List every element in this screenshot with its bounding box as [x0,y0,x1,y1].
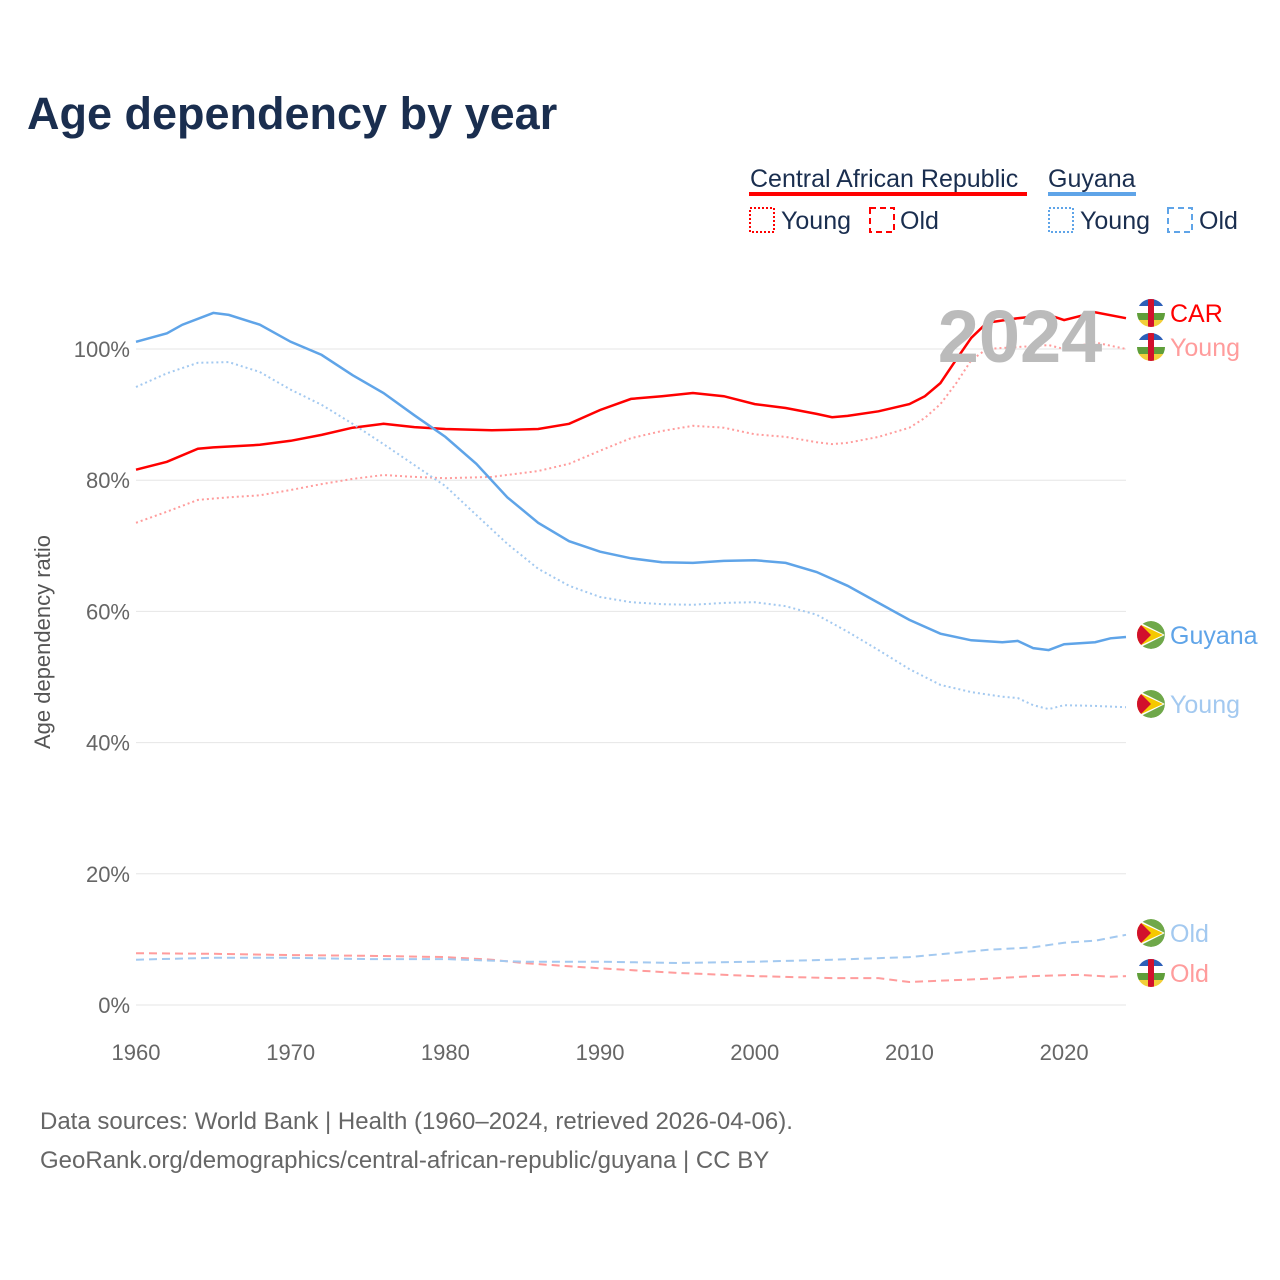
x-tick-label: 2010 [885,1040,934,1065]
y-tick-label: 60% [86,599,130,624]
y-axis-label: Age dependency ratio [30,535,55,749]
x-tick-label: 1980 [421,1040,470,1065]
y-tick-label: 0% [98,993,130,1018]
end-label-car_young: Young [1170,334,1240,362]
x-tick-label: 2020 [1040,1040,1089,1065]
y-tick-label: 40% [86,731,130,756]
x-tick-label: 1990 [576,1040,625,1065]
x-tick-label: 1970 [266,1040,315,1065]
y-tick-label: 20% [86,862,130,887]
legend-car-old-swatch [869,207,895,233]
footer-url[interactable]: GeoRank.org/demographics/central-african… [40,1147,770,1174]
series-line-car_total [135,311,1127,471]
chart-title: Age dependency by year [27,88,558,139]
car-flag-icon [1137,333,1165,361]
legend-car-young[interactable]: Young [781,207,851,235]
legend-car-old[interactable]: Old [900,207,939,235]
x-tick-label: 2000 [730,1040,779,1065]
legend: Central African Republic Guyana Young Ol… [749,165,1238,235]
end-label-guyana_old: Old [1170,920,1209,948]
series-line-guyana_old [135,933,1127,965]
legend-guyana-old[interactable]: Old [1199,207,1238,235]
series-line-guyana_young [135,361,1127,711]
car-flag-icon [1137,299,1165,327]
car-flag-icon [1137,959,1165,987]
legend-guyana-old-swatch [1167,207,1193,233]
y-tick-label: 100% [74,337,130,362]
footer-source: Data sources: World Bank | Health (1960–… [40,1108,793,1135]
end-label-guyana_young: Young [1170,691,1240,719]
end-label-car_old: Old [1170,960,1209,988]
series-line-car_old [135,952,1127,984]
legend-car-swatch [749,192,1027,196]
y-tick-label: 80% [86,468,130,493]
end-label-guyana_total: Guyana [1170,622,1258,650]
year-watermark: 2024 [938,295,1103,378]
legend-country-guyana[interactable]: Guyana [1048,165,1136,193]
series-line-guyana_total [135,311,1127,652]
series-line-car_young [135,341,1127,524]
x-tick-label: 1960 [112,1040,161,1065]
legend-guyana-young[interactable]: Young [1080,207,1150,235]
legend-guyana-young-swatch [1048,207,1074,233]
end-label-car_total: CAR [1170,300,1223,328]
legend-guyana-swatch [1048,192,1136,196]
guyana-flag-icon [1137,690,1165,718]
guyana-flag-icon [1137,919,1165,947]
guyana-flag-icon [1137,621,1165,649]
legend-car-young-swatch [749,207,775,233]
legend-country-car[interactable]: Central African Republic [750,165,1018,193]
